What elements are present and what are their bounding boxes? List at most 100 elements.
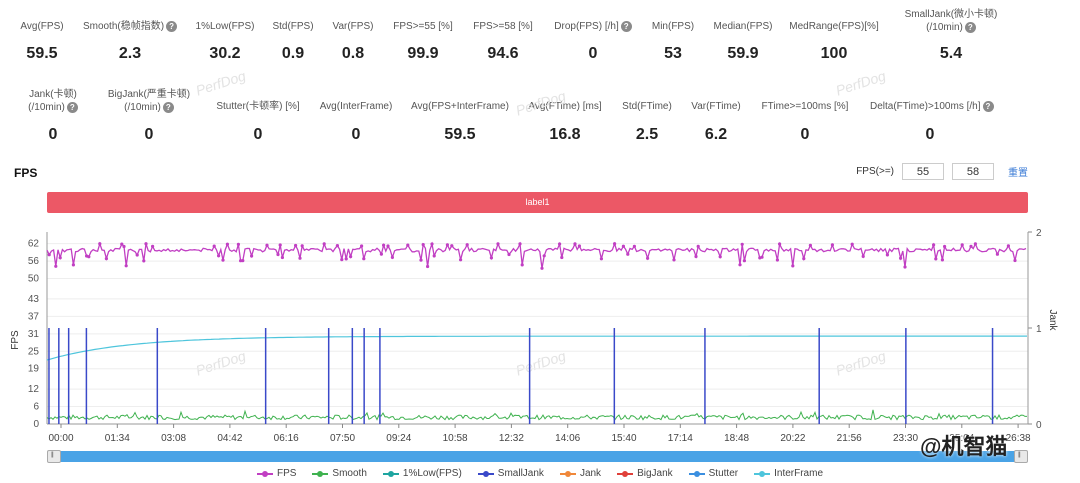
fps-point (406, 243, 410, 247)
fps-point (760, 255, 764, 259)
y-tick-label: 37 (28, 311, 40, 322)
fps-point (573, 242, 577, 246)
fps-point (349, 255, 353, 259)
y-tick-label: 0 (33, 419, 39, 430)
metric-label-line2: (/10min)? (0, 101, 113, 114)
series-fps (46, 241, 1027, 269)
metric-value: 16.8 (549, 126, 581, 143)
legend-item-smalljank[interactable]: SmallJank (477, 468, 544, 479)
y-tick-label: 50 (28, 274, 40, 285)
label-bar[interactable]: label1 (47, 192, 1028, 213)
metric-avg-interframe: Avg(InterFrame) 0 (296, 100, 416, 143)
legend-swatch (477, 470, 494, 477)
fps-threshold-input-2[interactable] (952, 163, 994, 180)
fps-point (861, 254, 865, 258)
metric-label: Median(FPS) (683, 20, 803, 33)
fps-point (322, 242, 326, 246)
metric-bigjank: BigJank(严重卡顿) (/10min)? 0 (89, 88, 209, 143)
metric-value: 2.3 (118, 45, 142, 62)
scroll-handle-right[interactable] (1014, 450, 1028, 463)
metric-label: FPS>=55 [%] (363, 20, 483, 33)
fps-point (430, 242, 434, 246)
fps-threshold-input-1[interactable] (902, 163, 944, 180)
timeline-scrollbar[interactable] (47, 450, 1028, 463)
fps-point (542, 254, 546, 258)
fps-point (120, 242, 124, 246)
fps-point (300, 244, 304, 248)
x-tick-label: 07:50 (330, 433, 355, 444)
metric-smalljank: SmallJank(微小卡顿) (/10min)? 5.4 (891, 8, 1011, 62)
fps-point (899, 256, 903, 260)
metric-label-text: 1%Low(FPS) (195, 21, 255, 32)
fps-point (419, 258, 423, 262)
help-icon[interactable]: ? (982, 100, 994, 112)
metric-label-text: Avg(FTime) [ms] (528, 101, 602, 112)
metric-value: 0.9 (281, 45, 305, 62)
metric-label: FPS>=58 [%] (443, 20, 563, 33)
metric-var-fps: Var(FPS) 0.8 (293, 20, 413, 62)
legend-item-interframe[interactable]: InterFrame (754, 468, 823, 479)
fps-point (47, 253, 51, 257)
fps-point (960, 243, 964, 247)
metric-value: 59.5 (26, 45, 58, 62)
fps-point (278, 243, 282, 247)
metric-label-text: Avg(InterFrame) (319, 101, 393, 112)
metric-label-text: Std(FPS) (272, 21, 314, 32)
legend-item-1-low-fps-[interactable]: 1%Low(FPS) (382, 468, 462, 479)
fps-point (808, 243, 813, 247)
fps-point (672, 258, 676, 262)
metric-label-text: Avg(FPS+InterFrame) (411, 101, 509, 112)
x-tick-label: 17:14 (668, 433, 693, 444)
help-icon[interactable]: ? (964, 21, 976, 33)
fps-point (791, 264, 795, 268)
fps-point (934, 257, 938, 261)
fps-threshold-label: FPS(>=) (856, 166, 894, 177)
metric-label-text: Std(FTime) (622, 101, 672, 112)
metric-min-fps: Min(FPS) 53 (613, 20, 733, 62)
metric-fps-55: FPS>=55 [%] 99.9 (363, 20, 483, 62)
fps-point (445, 243, 449, 247)
y2-tick-label: 1 (1036, 324, 1042, 335)
fps-point (276, 252, 280, 257)
x-tick-label: 04:42 (217, 433, 242, 444)
help-icon[interactable]: ? (162, 101, 174, 113)
metric-label: Avg(FTime) [ms] (505, 100, 625, 113)
metric-label-text: Var(FPS) (332, 21, 374, 32)
fps-point (465, 243, 469, 247)
y2-tick-label: 2 (1036, 228, 1042, 239)
legend-item-bigjank[interactable]: BigJank (617, 468, 673, 479)
metric-jank: Jank(卡顿) (/10min)? 0 (0, 88, 113, 143)
fps-point (775, 258, 780, 262)
metric-label-text: FPS>=55 [%] (393, 21, 453, 32)
metric-label: 1%Low(FPS) (165, 20, 285, 33)
scroll-handle-left[interactable] (47, 450, 61, 463)
fps-point (540, 266, 544, 270)
metric-avg-fps: Avg(FPS) 59.5 (0, 20, 102, 62)
legend-item-stutter[interactable]: Stutter (688, 468, 738, 479)
fps-point (294, 243, 298, 248)
reset-button[interactable]: 重置 (1008, 168, 1028, 179)
metric-label: Avg(FPS) (0, 20, 102, 33)
legend-item-fps[interactable]: FPS (256, 468, 296, 479)
fps-point (421, 243, 425, 247)
legend-label: SmallJank (497, 468, 544, 479)
help-icon[interactable]: ? (620, 20, 632, 32)
metric-value: 0 (351, 126, 361, 143)
legend-item-smooth[interactable]: Smooth (312, 468, 367, 479)
metric-value: 5.4 (939, 45, 963, 62)
metric-label: Var(FTime) (656, 100, 776, 113)
metric-label-text: FTime>=100ms [%] (761, 101, 849, 112)
legend-item-jank[interactable]: Jank (559, 468, 601, 479)
metric-value: 53 (664, 45, 682, 62)
fps-point (802, 257, 806, 261)
metric-label-text: Delta(FTime)>100ms [/h] (870, 101, 981, 112)
fps-point (390, 255, 394, 259)
help-icon[interactable]: ? (66, 101, 78, 113)
help-icon[interactable]: ? (166, 20, 178, 32)
metric-label: Avg(FPS+InterFrame) (400, 100, 520, 113)
x-tick-label: 15:40 (611, 433, 636, 444)
y-tick-label: 56 (28, 256, 40, 267)
y-tick-label: 19 (28, 364, 40, 375)
metric-label-unit: (/10min) (28, 102, 65, 113)
